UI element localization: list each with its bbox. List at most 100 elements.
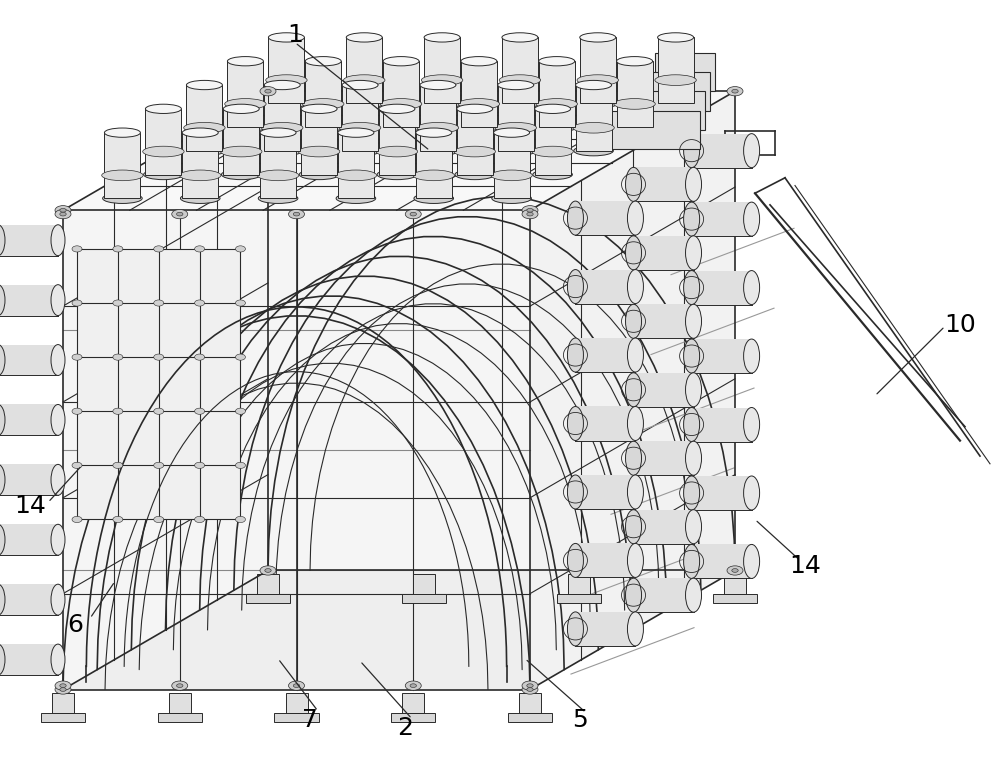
- Ellipse shape: [418, 145, 458, 156]
- Ellipse shape: [260, 128, 296, 138]
- Ellipse shape: [235, 516, 245, 523]
- Ellipse shape: [340, 145, 380, 156]
- Ellipse shape: [658, 32, 694, 42]
- Ellipse shape: [626, 509, 642, 543]
- Ellipse shape: [627, 475, 643, 509]
- Ellipse shape: [626, 441, 642, 475]
- Ellipse shape: [527, 209, 533, 212]
- Ellipse shape: [535, 104, 571, 114]
- Polygon shape: [158, 713, 202, 722]
- Ellipse shape: [0, 584, 5, 615]
- Polygon shape: [169, 693, 191, 713]
- Ellipse shape: [60, 684, 66, 687]
- Ellipse shape: [686, 236, 702, 270]
- Ellipse shape: [182, 128, 218, 138]
- Ellipse shape: [383, 56, 419, 66]
- Ellipse shape: [339, 122, 381, 133]
- Ellipse shape: [732, 90, 738, 93]
- Ellipse shape: [265, 569, 271, 572]
- Polygon shape: [575, 338, 635, 372]
- Ellipse shape: [522, 206, 538, 215]
- Ellipse shape: [494, 128, 530, 138]
- Ellipse shape: [265, 90, 271, 93]
- Ellipse shape: [421, 75, 463, 86]
- Ellipse shape: [293, 213, 300, 216]
- Polygon shape: [63, 570, 735, 690]
- Polygon shape: [402, 693, 424, 713]
- Ellipse shape: [102, 170, 143, 181]
- Polygon shape: [461, 61, 497, 127]
- Ellipse shape: [522, 681, 538, 690]
- Polygon shape: [0, 404, 58, 435]
- Polygon shape: [52, 693, 74, 713]
- Polygon shape: [692, 202, 752, 236]
- Ellipse shape: [626, 578, 642, 612]
- Ellipse shape: [684, 407, 700, 441]
- Polygon shape: [640, 72, 710, 111]
- Ellipse shape: [567, 543, 583, 577]
- Ellipse shape: [744, 407, 760, 441]
- Polygon shape: [568, 574, 590, 594]
- Ellipse shape: [264, 80, 300, 90]
- Ellipse shape: [627, 201, 643, 235]
- Ellipse shape: [655, 75, 696, 86]
- Ellipse shape: [55, 685, 71, 694]
- Ellipse shape: [195, 516, 205, 523]
- Ellipse shape: [574, 145, 613, 156]
- Ellipse shape: [72, 354, 82, 360]
- Polygon shape: [379, 109, 415, 175]
- Ellipse shape: [180, 170, 221, 181]
- Ellipse shape: [262, 145, 302, 156]
- Ellipse shape: [627, 270, 643, 304]
- Polygon shape: [424, 37, 460, 103]
- Text: 2: 2: [397, 716, 413, 741]
- Polygon shape: [713, 594, 757, 603]
- Ellipse shape: [195, 300, 205, 306]
- Ellipse shape: [299, 169, 339, 179]
- Polygon shape: [557, 594, 601, 603]
- Ellipse shape: [744, 202, 760, 236]
- Polygon shape: [301, 109, 337, 175]
- Polygon shape: [634, 509, 694, 543]
- Ellipse shape: [577, 75, 618, 86]
- Ellipse shape: [338, 128, 374, 138]
- Polygon shape: [0, 284, 58, 315]
- Polygon shape: [575, 475, 635, 509]
- Ellipse shape: [342, 80, 378, 90]
- Polygon shape: [580, 37, 616, 103]
- Ellipse shape: [461, 56, 497, 66]
- Ellipse shape: [727, 566, 743, 575]
- Polygon shape: [610, 111, 700, 149]
- Ellipse shape: [454, 146, 495, 157]
- Ellipse shape: [496, 145, 536, 156]
- Ellipse shape: [72, 408, 82, 414]
- Ellipse shape: [727, 87, 743, 96]
- Ellipse shape: [235, 300, 245, 306]
- Ellipse shape: [684, 134, 700, 168]
- Polygon shape: [338, 133, 374, 199]
- Polygon shape: [634, 578, 694, 612]
- Ellipse shape: [532, 146, 573, 157]
- Ellipse shape: [180, 193, 220, 203]
- Ellipse shape: [744, 544, 760, 578]
- Polygon shape: [625, 91, 705, 130]
- Ellipse shape: [0, 465, 5, 495]
- Ellipse shape: [235, 408, 245, 414]
- Ellipse shape: [457, 104, 493, 114]
- Ellipse shape: [51, 284, 65, 315]
- Ellipse shape: [626, 236, 642, 270]
- Ellipse shape: [416, 128, 452, 138]
- Ellipse shape: [744, 339, 760, 373]
- Ellipse shape: [113, 408, 123, 414]
- Ellipse shape: [154, 516, 164, 523]
- Ellipse shape: [626, 305, 642, 339]
- Ellipse shape: [617, 56, 653, 66]
- Polygon shape: [539, 61, 575, 127]
- Ellipse shape: [499, 75, 541, 86]
- Ellipse shape: [186, 80, 222, 90]
- Polygon shape: [0, 644, 58, 675]
- Ellipse shape: [55, 209, 71, 219]
- Ellipse shape: [500, 98, 540, 108]
- Ellipse shape: [380, 99, 422, 109]
- Ellipse shape: [567, 270, 583, 304]
